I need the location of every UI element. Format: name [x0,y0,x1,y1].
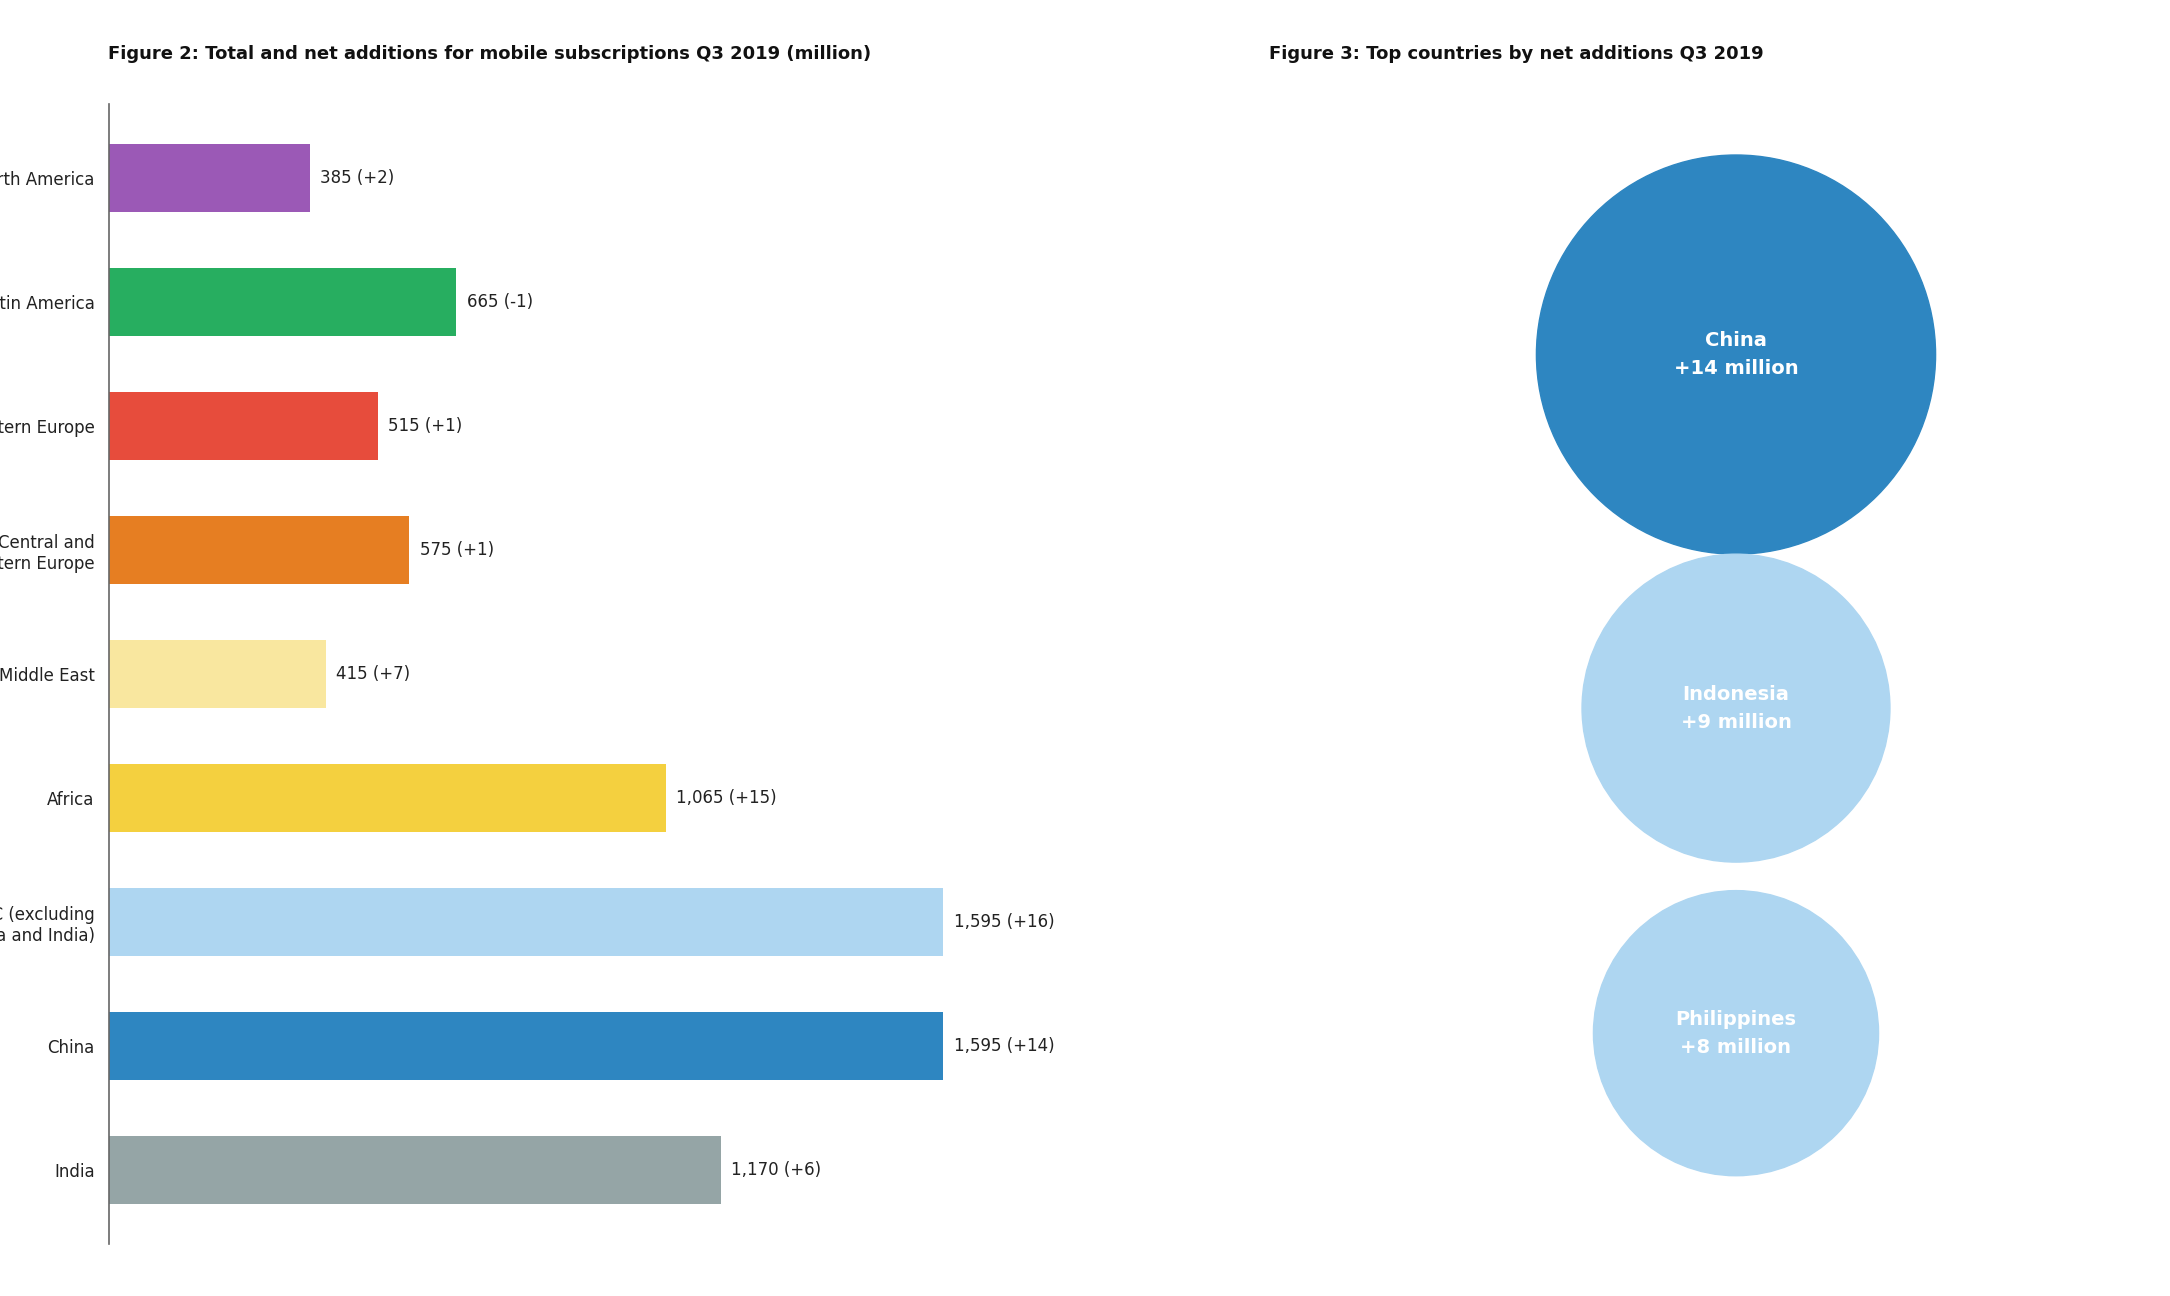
Text: 1,065 (+15): 1,065 (+15) [677,789,777,807]
Bar [108,640,326,708]
Bar [108,391,378,460]
Bar [108,763,666,832]
Text: 385 (+2): 385 (+2) [321,168,395,187]
Text: Figure 2: Total and net additions for mobile subscriptions Q3 2019 (million): Figure 2: Total and net additions for mo… [108,45,872,64]
Bar [108,888,944,956]
Bar [108,516,410,584]
Bar [108,144,310,213]
Circle shape [1593,890,1879,1175]
Bar [108,1012,944,1080]
Text: Philippines
+8 million: Philippines +8 million [1675,1010,1797,1056]
Text: 1,170 (+6): 1,170 (+6) [731,1161,820,1179]
Text: 575 (+1): 575 (+1) [419,540,495,559]
Circle shape [1582,555,1890,862]
Bar [108,1135,720,1204]
Text: China
+14 million: China +14 million [1673,330,1799,378]
Text: Indonesia
+9 million: Indonesia +9 million [1680,684,1792,732]
Text: Figure 3: Top countries by net additions Q3 2019: Figure 3: Top countries by net additions… [1269,45,1764,64]
Text: 665 (-1): 665 (-1) [467,293,534,311]
Text: 1,595 (+14): 1,595 (+14) [953,1037,1055,1055]
Text: 1,595 (+16): 1,595 (+16) [953,912,1055,931]
Text: 415 (+7): 415 (+7) [336,665,410,683]
Text: 515 (+1): 515 (+1) [388,417,462,435]
Circle shape [1536,156,1936,555]
Bar [108,268,456,336]
